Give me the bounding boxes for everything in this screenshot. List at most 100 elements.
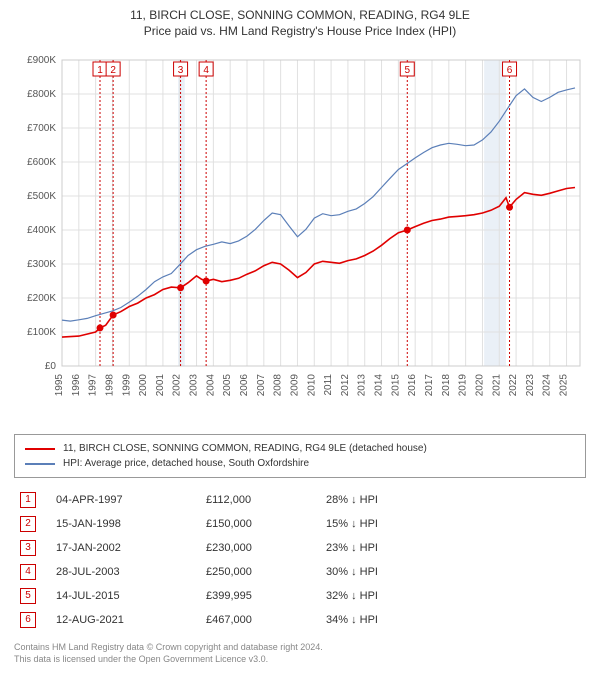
cell-n: 6 (14, 608, 50, 632)
legend-item: HPI: Average price, detached house, Sout… (25, 456, 575, 471)
y-tick-label: £500K (27, 191, 56, 202)
tx-marker-num: 3 (178, 65, 184, 76)
x-tick-label: 2015 (390, 374, 401, 397)
y-tick-label: £100K (27, 327, 56, 338)
cell-vs-hpi: 32% ↓ HPI (320, 584, 586, 608)
x-tick-label: 2002 (172, 374, 183, 397)
x-tick-label: 2012 (340, 374, 351, 397)
x-tick-label: 2025 (559, 374, 570, 397)
x-tick-label: 2004 (205, 374, 216, 397)
tx-point (177, 284, 184, 291)
footer-line-1: Contains HM Land Registry data © Crown c… (14, 642, 586, 654)
price-chart: £0 £100K £200K £300K £400K £500K £600K £700K £80… (14, 46, 586, 426)
x-tick-label: 2021 (491, 374, 502, 397)
cell-price: £250,000 (200, 560, 320, 584)
cell-price: £467,000 (200, 608, 320, 632)
x-tick-label: 2009 (289, 374, 300, 397)
x-tick-label: 1995 (54, 374, 65, 397)
cell-price: £230,000 (200, 536, 320, 560)
cell-date: 04-APR-1997 (50, 488, 200, 512)
y-tick-label: £600K (27, 157, 56, 168)
x-tick-label: 2018 (441, 374, 452, 397)
recession-band (484, 60, 506, 366)
x-tick-label: 2007 (256, 374, 267, 397)
tx-num-box: 2 (20, 516, 36, 532)
legend-item: 11, BIRCH CLOSE, SONNING COMMON, READING… (25, 441, 575, 456)
x-tick-label: 1997 (88, 374, 99, 397)
tx-point (506, 204, 513, 211)
y-tick-label: £200K (27, 293, 56, 304)
table-row: 317-JAN-2002£230,00023% ↓ HPI (14, 536, 586, 560)
x-tick-label: 2003 (189, 374, 200, 397)
table-row: 2 15-JAN-1998£150,00015% ↓ HPI (14, 512, 586, 536)
tx-num-box: 6 (20, 612, 36, 628)
x-tick-label: 2014 (374, 374, 385, 397)
x-tick-label: 2011 (323, 374, 334, 396)
y-tick-label: £900K (27, 55, 56, 66)
tx-point (203, 278, 210, 285)
y-tick-label: £700K (27, 123, 56, 134)
tx-num-box: 4 (20, 564, 36, 580)
tx-point (110, 312, 117, 319)
x-tick-label: 2005 (222, 374, 233, 397)
x-tick-label: 2017 (424, 374, 435, 397)
x-tick-label: 2006 (239, 374, 250, 397)
x-tick-label: 2013 (357, 374, 368, 397)
x-tick-label: 2010 (306, 374, 317, 397)
cell-vs-hpi: 15% ↓ HPI (320, 512, 586, 536)
x-tick-label: 2020 (474, 374, 485, 397)
tx-marker-num: 1 (97, 65, 103, 76)
chart-svg: £0 £100K £200K £300K £400K £500K £600K £700K £80… (14, 46, 586, 426)
legend: 11, BIRCH CLOSE, SONNING COMMON, READING… (14, 434, 586, 478)
cell-price: £112,000 (200, 488, 320, 512)
y-tick-label: £800K (27, 89, 56, 100)
x-tick-label: 2024 (542, 374, 553, 397)
cell-date: 17-JAN-2002 (50, 536, 200, 560)
cell-vs-hpi: 30% ↓ HPI (320, 560, 586, 584)
x-tick-label: 2022 (508, 374, 519, 397)
x-tick-label: 1996 (71, 374, 82, 397)
x-tick-label: 1999 (121, 374, 132, 397)
title-main: 11, BIRCH CLOSE, SONNING COMMON, READING… (14, 8, 586, 22)
cell-price: £150,000 (200, 512, 320, 536)
tx-num-box: 1 (20, 492, 36, 508)
legend-swatch (25, 448, 55, 450)
x-tick-label: 2008 (273, 374, 284, 397)
y-tick-label: £300K (27, 259, 56, 270)
x-tick-label: 2001 (155, 374, 166, 397)
cell-n: 5 (14, 584, 50, 608)
x-tick-label: 2016 (407, 374, 418, 397)
tx-marker-num: 6 (507, 65, 513, 76)
tx-marker-num: 4 (203, 65, 209, 76)
cell-date: 12-AUG-2021 (50, 608, 200, 632)
legend-swatch (25, 463, 55, 465)
tx-marker-num: 2 (110, 65, 116, 76)
table-row: 514-JUL-2015£399,99532% ↓ HPI (14, 584, 586, 608)
cell-vs-hpi: 23% ↓ HPI (320, 536, 586, 560)
y-tick-label: £0 (45, 361, 57, 372)
footer-line-2: This data is licensed under the Open Gov… (14, 654, 586, 666)
table-row: 428-JUL-2003£250,00030% ↓ HPI (14, 560, 586, 584)
cell-n: 4 (14, 560, 50, 584)
cell-n: 2 (14, 512, 50, 536)
table-row: 612-AUG-2021£467,00034% ↓ HPI (14, 608, 586, 632)
title-sub: Price paid vs. HM Land Registry's House … (14, 24, 586, 38)
x-tick-label: 1998 (104, 374, 115, 397)
y-tick-label: £400K (27, 225, 56, 236)
cell-n: 1 (14, 488, 50, 512)
tx-point (404, 227, 411, 234)
tx-point (97, 324, 104, 331)
x-tick-label: 2023 (525, 374, 536, 397)
x-tick-label: 2019 (458, 374, 469, 397)
cell-vs-hpi: 28% ↓ HPI (320, 488, 586, 512)
table-row: 1 04-APR-1997£112,00028% ↓ HPI (14, 488, 586, 512)
cell-price: £399,995 (200, 584, 320, 608)
legend-label: 11, BIRCH CLOSE, SONNING COMMON, READING… (63, 441, 427, 456)
legend-label: HPI: Average price, detached house, Sout… (63, 456, 309, 471)
cell-n: 3 (14, 536, 50, 560)
chart-titles: 11, BIRCH CLOSE, SONNING COMMON, READING… (14, 8, 586, 38)
cell-date: 14-JUL-2015 (50, 584, 200, 608)
transactions-table: 1 04-APR-1997£112,00028% ↓ HPI 2 15-JAN-199… (14, 488, 586, 632)
recession-band (178, 60, 185, 366)
cell-date: 15-JAN-1998 (50, 512, 200, 536)
